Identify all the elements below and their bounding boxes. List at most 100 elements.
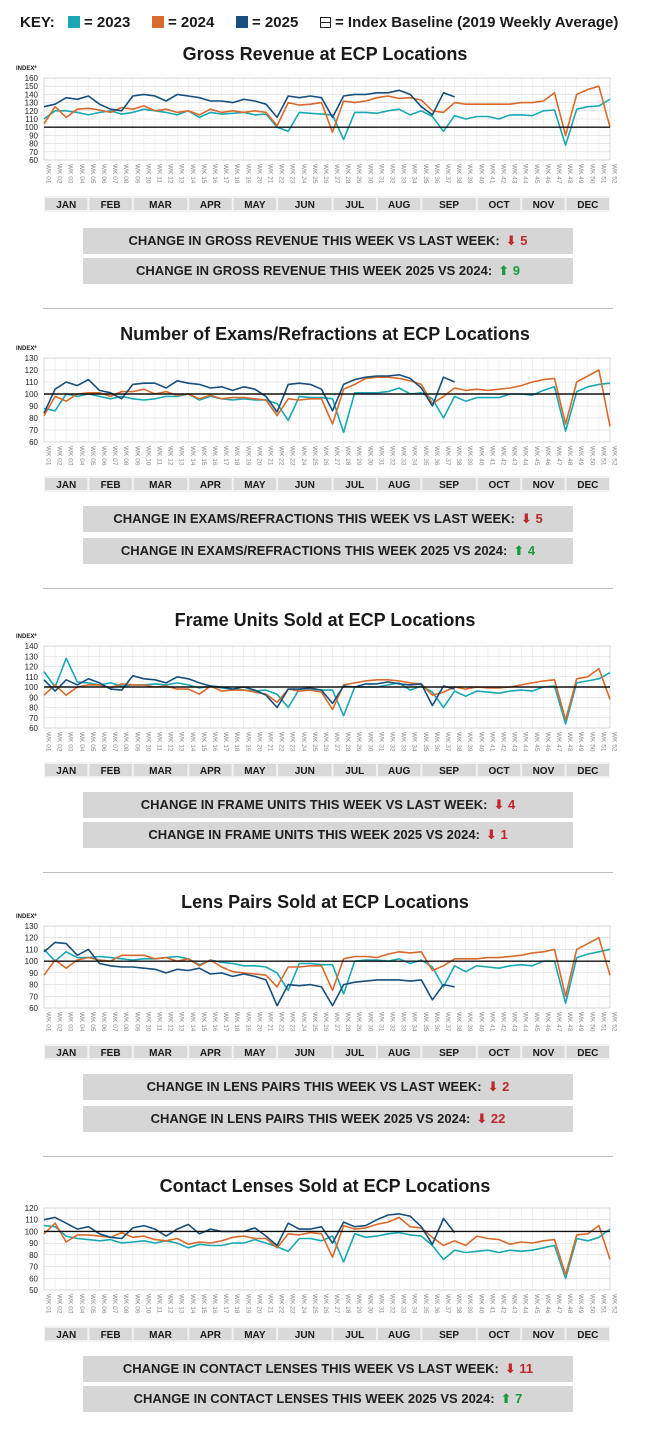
month-label: AUG: [388, 766, 410, 777]
week-tick-label: WK 23: [289, 1012, 296, 1032]
month-label: JUN: [295, 200, 315, 211]
week-tick-label: WK 21: [266, 732, 273, 752]
month-label: MAY: [244, 200, 266, 211]
week-tick-label: WK 37: [444, 446, 451, 466]
week-tick-label: WK 01: [45, 164, 52, 184]
week-tick-label: WK 38: [455, 446, 462, 466]
week-tick-label: WK 14: [189, 1012, 196, 1032]
week-tick-label: WK 19: [244, 446, 251, 466]
y-tick-label: 60: [29, 438, 38, 447]
series-line-2023: [43, 1224, 611, 1280]
legend-label-2024: = 2024: [168, 14, 215, 31]
week-tick-label: WK 44: [522, 446, 529, 466]
week-tick-label: WK 15: [200, 446, 207, 466]
week-tick-label: WK 26: [322, 446, 329, 466]
month-cell: [89, 478, 132, 490]
month-label: DEC: [577, 1048, 598, 1059]
month-cell: [333, 764, 376, 776]
y-tick-label: 100: [25, 390, 39, 399]
week-tick-label: WK 47: [555, 1012, 562, 1032]
month-label: JUL: [345, 1048, 364, 1059]
arrow-up-icon: ⬆: [498, 263, 510, 278]
month-label: JAN: [56, 1048, 76, 1059]
week-tick-label: WK 30: [366, 164, 373, 184]
week-tick-label: WK 43: [511, 732, 518, 752]
month-label: AUG: [388, 480, 410, 491]
summary-text: CHANGE IN LENS PAIRS THIS WEEK VS LAST W…: [146, 1079, 482, 1094]
baseline-icon: [320, 17, 331, 28]
week-tick-label: WK 45: [533, 1012, 540, 1032]
y-tick-label: 80: [29, 981, 38, 990]
month-label: APR: [200, 480, 222, 491]
month-cell: [189, 1328, 232, 1340]
week-tick-label: WK 24: [300, 732, 307, 752]
week-tick-label: WK 09: [133, 164, 140, 184]
summary-contacts-week: CHANGE IN CONTACT LENSES THIS WEEK VS LA…: [83, 1356, 573, 1382]
week-tick-label: WK 04: [78, 1012, 85, 1032]
week-tick-label: WK 11: [155, 732, 162, 751]
series-line-2024: [43, 85, 611, 137]
month-cell: [133, 1046, 188, 1058]
month-label: JUL: [345, 200, 364, 211]
y-tick-label: 90: [29, 1239, 38, 1248]
summary-text: CHANGE IN CONTACT LENSES THIS WEEK VS LA…: [122, 1361, 499, 1376]
week-tick-label: WK 44: [522, 1294, 529, 1314]
week-tick-label: WK 01: [45, 1012, 52, 1032]
week-tick-label: WK 29: [355, 1294, 362, 1314]
month-cell: [133, 478, 188, 490]
y-tick-label: 110: [25, 1216, 38, 1225]
month-cell: [477, 478, 521, 490]
y-tick-label: 130: [25, 652, 39, 661]
week-tick-label: WK 32: [389, 164, 396, 184]
y-axis-label: INDEX*: [16, 634, 37, 640]
month-cell: [377, 1328, 421, 1340]
summary-text: CHANGE IN LENS PAIRS THIS WEEK 2025 VS 2…: [150, 1111, 471, 1126]
week-tick-label: WK 20: [255, 732, 262, 752]
y-tick-label: 70: [29, 148, 38, 157]
week-tick-label: WK 36: [433, 1012, 440, 1032]
week-tick-label: WK 47: [555, 732, 562, 752]
month-cell: [45, 764, 88, 776]
plot-area: [43, 1207, 611, 1291]
week-tick-label: WK 29: [355, 1012, 362, 1032]
week-tick-label: WK 45: [533, 732, 540, 752]
y-tick-label: 100: [25, 123, 39, 132]
month-cell: [477, 764, 521, 776]
month-label: OCT: [488, 1330, 509, 1341]
y-tick-label: 80: [29, 1251, 38, 1260]
legend-swatch-2025: [236, 16, 248, 28]
y-tick-label: 120: [25, 1204, 39, 1213]
week-tick-label: WK 12: [167, 1012, 174, 1032]
series-line-2025: [43, 941, 455, 1007]
month-cell: [333, 198, 376, 210]
week-tick-label: WK 38: [455, 732, 462, 752]
month-cell: [377, 1046, 421, 1058]
month-label: MAY: [244, 1330, 266, 1341]
week-tick-label: WK 21: [266, 164, 273, 184]
month-label: AUG: [388, 200, 410, 211]
week-tick-label: WK 20: [255, 1294, 262, 1314]
week-tick-label: WK 51: [599, 446, 606, 466]
week-tick-label: WK 26: [322, 1294, 329, 1314]
month-cell: [522, 198, 565, 210]
y-tick-label: 70: [29, 426, 38, 435]
y-tick-label: 110: [25, 945, 38, 954]
week-tick-label: WK 52: [611, 732, 618, 752]
month-cell: [377, 478, 421, 490]
summary-value: 2: [502, 1079, 510, 1094]
week-tick-label: WK 07: [111, 446, 118, 466]
week-tick-label: WK 17: [222, 732, 229, 752]
week-tick-label: WK 02: [56, 1294, 63, 1314]
month-label: OCT: [488, 1048, 509, 1059]
week-tick-label: WK 19: [244, 1294, 251, 1314]
y-tick-label: 60: [29, 1004, 38, 1013]
month-cell: [189, 1046, 232, 1058]
week-tick-label: WK 30: [366, 1012, 373, 1032]
week-tick-label: WK 32: [389, 1294, 396, 1314]
week-tick-label: WK 31: [377, 446, 384, 466]
week-tick-label: WK 48: [566, 164, 573, 184]
summary-text: CHANGE IN CONTACT LENSES THIS WEEK 2025 …: [133, 1391, 495, 1406]
summary-value: 4: [527, 543, 536, 558]
month-label: NOV: [533, 766, 555, 777]
week-tick-label: WK 08: [122, 164, 129, 184]
